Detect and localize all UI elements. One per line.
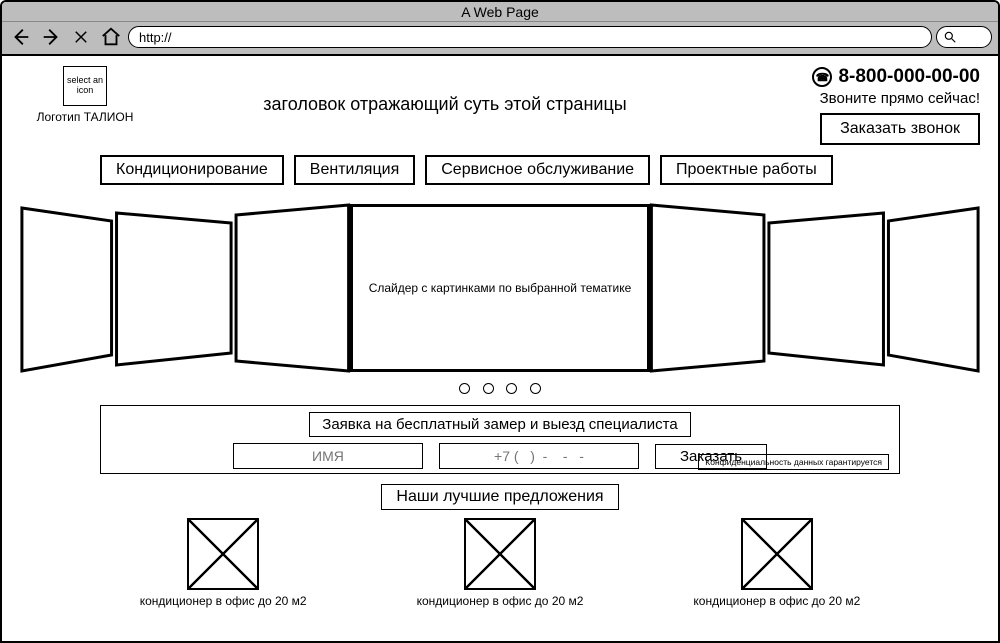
- offer-card[interactable]: кондиционер в офис до 20 м2: [140, 518, 307, 608]
- nav-tabs: Кондиционирование Вентиляция Сервисное о…: [100, 155, 980, 185]
- offer-caption: кондиционер в офис до 20 м2: [417, 594, 584, 608]
- phone-number: 8-800-000-00-00: [838, 66, 980, 88]
- forward-button[interactable]: [38, 25, 64, 49]
- window-title: A Web Page: [2, 2, 998, 22]
- back-button[interactable]: [8, 25, 34, 49]
- offer-caption: кондиционер в офис до 20 м2: [140, 594, 307, 608]
- logo-icon-placeholder[interactable]: select an icon: [63, 66, 107, 106]
- nav-tab-service[interactable]: Сервисное обслуживание: [425, 155, 650, 185]
- offers-row: кондиционер в офис до 20 м2 кондиционер …: [20, 518, 980, 608]
- browser-window: A Web Page select an icon Логотип ТАЛИОН…: [0, 0, 1000, 643]
- request-title: Заявка на бесплатный замер и выезд специ…: [309, 412, 690, 437]
- carousel-dot[interactable]: [483, 383, 494, 394]
- headline-block: заголовок отражающий суть этой страницы: [170, 66, 720, 115]
- offer-card[interactable]: кондиционер в офис до 20 м2: [693, 518, 860, 608]
- callback-button[interactable]: Заказать звонок: [820, 113, 980, 145]
- offer-image-placeholder: [187, 518, 259, 590]
- phone-icon: ☎: [812, 67, 832, 87]
- search-button[interactable]: [936, 26, 992, 48]
- nav-tab-ventilation[interactable]: Вентиляция: [294, 155, 415, 185]
- browser-toolbar: [2, 22, 998, 56]
- offer-caption: кондиционер в офис до 20 м2: [693, 594, 860, 608]
- page-content: select an icon Логотип ТАЛИОН заголовок …: [2, 56, 998, 637]
- page-headline: заголовок отражающий суть этой страницы: [170, 94, 720, 115]
- carousel-center-slide[interactable]: Слайдер с картинками по выбранной темати…: [350, 204, 650, 372]
- call-now-text: Звоните прямо сейчас!: [740, 90, 980, 107]
- name-input[interactable]: [233, 443, 423, 469]
- header: select an icon Логотип ТАЛИОН заголовок …: [20, 66, 980, 145]
- nav-tab-design[interactable]: Проектные работы: [660, 155, 833, 185]
- offer-image-placeholder: [741, 518, 813, 590]
- phone-line: ☎ 8-800-000-00-00: [740, 66, 980, 88]
- offers-title: Наши лучшие предложения: [381, 484, 618, 510]
- url-input[interactable]: [128, 26, 932, 48]
- request-form: Заявка на бесплатный замер и выезд специ…: [100, 405, 900, 474]
- offer-image-placeholder: [464, 518, 536, 590]
- phone-input[interactable]: [439, 443, 639, 469]
- contact-block: ☎ 8-800-000-00-00 Звоните прямо сейчас! …: [740, 66, 980, 145]
- carousel-dot[interactable]: [530, 383, 541, 394]
- logo-block: select an icon Логотип ТАЛИОН: [20, 66, 150, 124]
- home-button[interactable]: [98, 25, 124, 49]
- carousel: Слайдер с картинками по выбранной темати…: [2, 193, 998, 383]
- privacy-note: Конфиденциальность данных гарантируется: [698, 454, 889, 470]
- stop-button[interactable]: [68, 25, 94, 49]
- carousel-dots: [20, 381, 980, 399]
- carousel-dot[interactable]: [506, 383, 517, 394]
- logo-caption: Логотип ТАЛИОН: [20, 110, 150, 124]
- carousel-dot[interactable]: [459, 383, 470, 394]
- nav-tab-conditioning[interactable]: Кондиционирование: [100, 155, 284, 185]
- offer-card[interactable]: кондиционер в офис до 20 м2: [417, 518, 584, 608]
